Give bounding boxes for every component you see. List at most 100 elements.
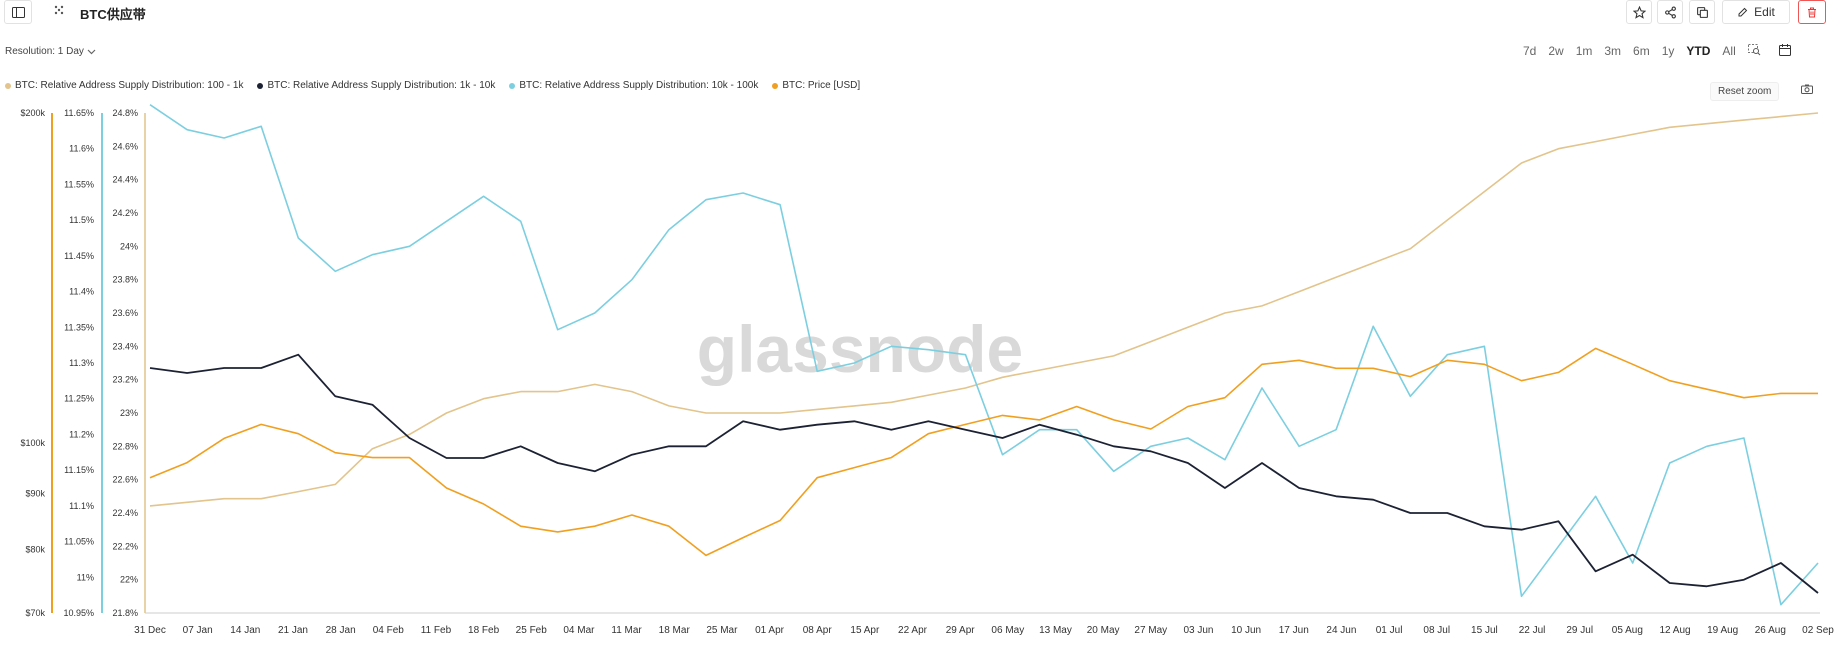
- trash-icon: [1808, 7, 1816, 17]
- supply-100-tick-label: 11.45%: [64, 251, 94, 261]
- supply-10k-tick-label: 23.6%: [112, 308, 138, 318]
- edit-icon: [1738, 7, 1748, 17]
- duplicate-button[interactable]: [1689, 0, 1715, 24]
- supply-10k-tick-label: 24%: [120, 241, 138, 251]
- x-tick-label: 04 Mar: [563, 625, 595, 636]
- range-7d[interactable]: 7d: [1523, 44, 1537, 58]
- x-tick-label: 02 Sep: [1802, 625, 1834, 636]
- supply-10k-tick-label: 22%: [120, 575, 138, 585]
- top-bar: BTC供应带 Edit: [0, 0, 1843, 24]
- screenshot-button[interactable]: [1801, 84, 1813, 97]
- x-tick-label: 08 Jul: [1423, 625, 1450, 636]
- x-tick-label: 24 Jun: [1326, 625, 1356, 636]
- legend-label-s100-1k: BTC: Relative Address Supply Distributio…: [15, 80, 244, 91]
- x-tick-label: 13 May: [1039, 625, 1072, 636]
- x-tick-label: 14 Jan: [230, 625, 260, 636]
- supply-100-tick-label: 11.15%: [64, 465, 94, 475]
- range-2w[interactable]: 2w: [1548, 44, 1564, 58]
- supply-10k-tick-label: 23.4%: [112, 341, 138, 351]
- delete-button[interactable]: [1798, 0, 1826, 24]
- legend-item-s1k-10k[interactable]: BTC: Relative Address Supply Distributio…: [257, 80, 495, 91]
- calendar-icon: [1778, 44, 1791, 56]
- x-tick-label: 01 Apr: [755, 625, 785, 636]
- supply-10k-tick-label: 24.8%: [112, 108, 138, 118]
- supply-100-tick-label: 11.6%: [69, 144, 94, 154]
- axes: $200k $100k $90k $80k $70k 11.65% 11.6% 11.55% 1…: [20, 108, 1834, 636]
- chevron-down-icon: [87, 49, 96, 54]
- range-1y[interactable]: 1y: [1661, 44, 1675, 58]
- supply-100-tick-label: 11.25%: [64, 394, 94, 404]
- sidebar-toggle-button[interactable]: [4, 0, 32, 24]
- range-ytd[interactable]: YTD: [1686, 44, 1711, 58]
- favorite-button[interactable]: [1626, 0, 1652, 24]
- supply-100-tick-label: 11.4%: [69, 287, 94, 297]
- supply-10k-tick-label: 24.6%: [112, 141, 138, 151]
- legend-dot-s100-1k: [5, 82, 11, 89]
- supply-10k-tick-label: 22.6%: [112, 475, 138, 485]
- calendar-button[interactable]: [1773, 42, 1797, 61]
- price-tick-label: $70k: [25, 608, 45, 618]
- x-tick-label: 11 Feb: [421, 625, 452, 636]
- x-tick-label: 21 Jan: [278, 625, 308, 636]
- x-tick-label: 25 Mar: [706, 625, 738, 636]
- supply-100-tick-label: 11.5%: [69, 215, 94, 225]
- legend-label-s10k-100k: BTC: Relative Address Supply Distributio…: [519, 80, 759, 91]
- range-3m[interactable]: 3m: [1604, 44, 1622, 58]
- resolution-dropdown[interactable]: Resolution: 1 Day: [5, 46, 96, 57]
- zoom-select-icon: [1747, 44, 1761, 56]
- share-button[interactable]: [1657, 0, 1683, 24]
- range-6m[interactable]: 6m: [1633, 44, 1650, 58]
- duplicate-icon: [1696, 6, 1708, 18]
- page-title: BTC供应带: [80, 7, 146, 22]
- x-tick-label: 10 Jun: [1231, 625, 1261, 636]
- x-tick-label: 20 May: [1087, 625, 1120, 636]
- supply-100-tick-label: 11.05%: [64, 537, 94, 547]
- x-tick-label: 26 Aug: [1755, 625, 1786, 636]
- x-tick-label: 28 Jan: [326, 625, 356, 636]
- x-tick-label: 27 May: [1134, 625, 1167, 636]
- share-icon: [1664, 6, 1676, 18]
- legend-item-s100-1k[interactable]: BTC: Relative Address Supply Distributio…: [5, 80, 243, 91]
- x-tick-label: 07 Jan: [183, 625, 213, 636]
- edit-button[interactable]: Edit: [1722, 0, 1790, 24]
- price-tick-label: $100k: [20, 438, 45, 448]
- supply-100-tick-label: 11.2%: [69, 429, 94, 439]
- legend-label-s1k-10k: BTC: Relative Address Supply Distributio…: [267, 80, 496, 91]
- price-tick-label: $80k: [25, 544, 45, 554]
- legend-item-s10k-100k[interactable]: BTC: Relative Address Supply Distributio…: [509, 80, 758, 91]
- sidebar-toggle-icon: [11, 6, 25, 18]
- supply-10k-tick-label: 23.8%: [112, 275, 138, 285]
- reset-zoom-button[interactable]: Reset zoom: [1710, 82, 1780, 101]
- drag-handle[interactable]: [54, 5, 64, 15]
- range-1m[interactable]: 1m: [1575, 44, 1593, 58]
- x-tick-label: 17 Jun: [1279, 625, 1309, 636]
- series-line-price: [149, 347, 1818, 557]
- resolution-label: Resolution: 1 Day: [5, 46, 84, 57]
- drag-handle-icon: [54, 5, 64, 15]
- zoom-select-button[interactable]: [1742, 42, 1767, 61]
- supply-10k-tick-label: 22.2%: [112, 541, 138, 551]
- star-icon: [1632, 5, 1646, 19]
- range-selector: 7d 2w 1m 3m 6m 1y YTD All: [1517, 42, 1797, 61]
- range-all[interactable]: All: [1722, 44, 1736, 58]
- legend-item-price[interactable]: BTC: Price [USD]: [772, 80, 860, 91]
- x-tick-label: 12 Aug: [1659, 625, 1690, 636]
- series-line-s1k_10k: [149, 353, 1819, 594]
- supply-100-tick-label: 11%: [77, 572, 94, 582]
- supply-10k-tick-label: 21.8%: [112, 608, 138, 618]
- supply-10k-tick-label: 23%: [120, 408, 138, 418]
- x-tick-label: 18 Feb: [468, 625, 500, 636]
- x-tick-label: 22 Apr: [898, 625, 928, 636]
- x-tick-label: 15 Jul: [1471, 625, 1498, 636]
- x-tick-label: 05 Aug: [1612, 625, 1643, 636]
- series-line-s10k_100k: [149, 104, 1819, 606]
- x-tick-label: 15 Apr: [850, 625, 880, 636]
- supply-10k-tick-label: 22.8%: [112, 441, 138, 451]
- legend-dot-price: [772, 82, 779, 89]
- series-lines: [149, 104, 1819, 606]
- supply-10k-tick-label: 24.2%: [112, 208, 138, 218]
- supply-100-tick-label: 11.55%: [64, 179, 94, 189]
- x-tick-label: 29 Apr: [946, 625, 976, 636]
- supply-100-tick-label: 11.1%: [69, 501, 94, 511]
